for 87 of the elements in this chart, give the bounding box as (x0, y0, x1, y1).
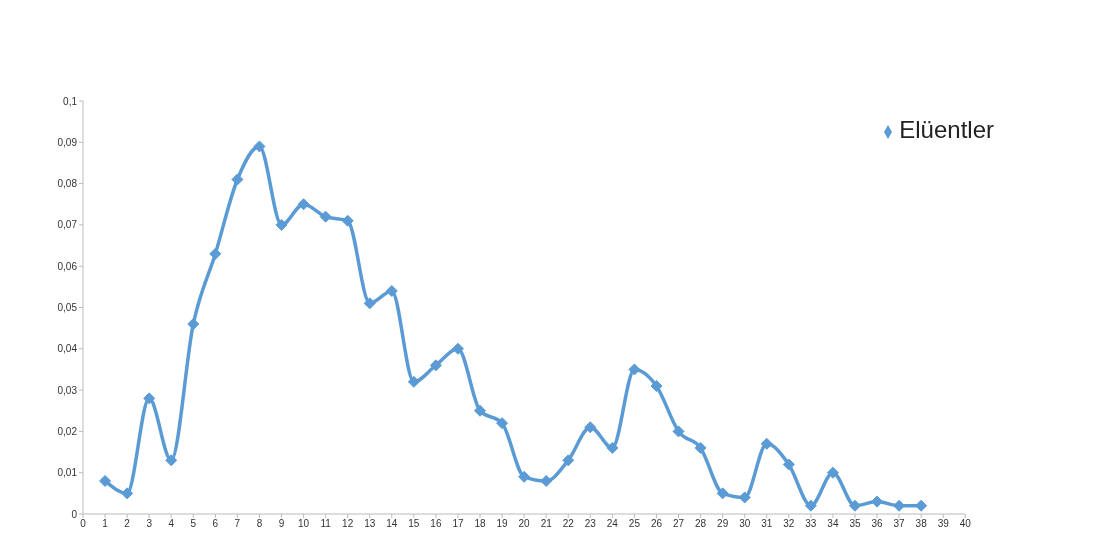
x-tick-label: 25 (628, 518, 641, 530)
point (319, 210, 332, 223)
x-tick-label: 6 (212, 518, 219, 530)
y-tick-label: 0 (71, 508, 78, 520)
x-tick-label: 13 (364, 518, 376, 530)
x-tick-label: 4 (168, 518, 175, 530)
point (782, 458, 795, 471)
point (297, 198, 310, 211)
x-tick-label: 22 (562, 518, 575, 530)
x-tick-label: 30 (739, 518, 751, 530)
y-tick-label: 0,07 (57, 219, 78, 231)
point (915, 499, 928, 512)
x-tick-label: 34 (827, 518, 839, 530)
point (275, 218, 288, 231)
x-tick-label: 17 (452, 518, 464, 530)
point (496, 417, 509, 430)
point (429, 359, 442, 372)
x-tick-label: 5 (190, 518, 197, 530)
y-tick-label: 0,02 (57, 425, 78, 437)
x-tick-label: 36 (871, 518, 884, 530)
point (209, 247, 222, 260)
point (760, 437, 773, 450)
x-tick-label: 28 (695, 518, 707, 530)
x-tick-label: 15 (408, 518, 420, 530)
x-tick-label: 11 (320, 518, 332, 530)
y-tick-label: 0,1 (63, 95, 78, 107)
x-tick-label: 7 (234, 518, 241, 530)
point (451, 342, 464, 355)
y-tick-label: 0,05 (57, 302, 78, 314)
x-tick-label: 9 (278, 518, 285, 530)
point (363, 297, 376, 310)
point (804, 499, 817, 512)
x-tick-label: 27 (672, 518, 685, 530)
point (253, 140, 266, 153)
legend-label: Elüentler (899, 116, 994, 143)
y-tick-label: 0,03 (57, 384, 78, 396)
point (341, 214, 354, 227)
point (165, 454, 178, 467)
x-tick-label: 37 (893, 518, 906, 530)
x-tick-label: 16 (430, 518, 442, 530)
point (121, 487, 134, 500)
point (474, 404, 487, 417)
point (606, 441, 619, 454)
x-tick-label: 10 (298, 518, 310, 530)
x-tick-label: 1 (102, 518, 109, 530)
x-tick-label: 20 (518, 518, 531, 530)
x-tick-label: 31 (761, 518, 773, 530)
y-tick-label: 0,06 (57, 260, 78, 272)
x-tick-label: 40 (959, 518, 972, 530)
y-tick-label: 0,01 (57, 467, 78, 479)
x-tick-label: 23 (584, 518, 597, 530)
x-tick-label: 8 (256, 518, 263, 530)
point (628, 363, 641, 376)
point (143, 392, 156, 405)
x-tick-label: 33 (805, 518, 817, 530)
point (518, 470, 531, 483)
x-tick-label: 12 (342, 518, 354, 530)
y-tick-label: 0,04 (57, 343, 78, 355)
point (540, 474, 553, 487)
x-tick-label: 18 (474, 518, 487, 530)
point (407, 375, 420, 388)
x-tick-label: 19 (496, 518, 509, 530)
point (231, 173, 244, 186)
x-tick-label: 24 (606, 518, 619, 530)
point (848, 499, 861, 512)
point (385, 284, 398, 297)
x-tick-label: 21 (540, 518, 553, 530)
x-tick-label: 14 (386, 518, 398, 530)
x-tick-label: 29 (717, 518, 729, 530)
point (826, 466, 839, 479)
x-tick-label: 38 (915, 518, 928, 530)
point (672, 425, 685, 438)
x-tick-label: 35 (849, 518, 861, 530)
point (584, 421, 597, 434)
point (694, 441, 707, 454)
x-tick-label: 2 (124, 518, 131, 530)
point (562, 454, 575, 467)
y-tick-label: 0,08 (57, 178, 78, 190)
x-tick-label: 32 (783, 518, 795, 530)
point (650, 379, 663, 392)
x-tick-label: 0 (80, 518, 87, 530)
y-tick-label: 0,09 (57, 136, 78, 148)
x-tick-label: 39 (937, 518, 950, 530)
x-tick-label: 26 (650, 518, 663, 530)
x-tick-label: 3 (146, 518, 153, 530)
point (716, 487, 729, 500)
point (99, 474, 112, 487)
